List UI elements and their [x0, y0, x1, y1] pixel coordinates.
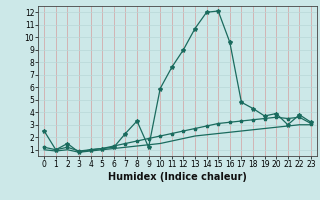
X-axis label: Humidex (Indice chaleur): Humidex (Indice chaleur): [108, 172, 247, 182]
